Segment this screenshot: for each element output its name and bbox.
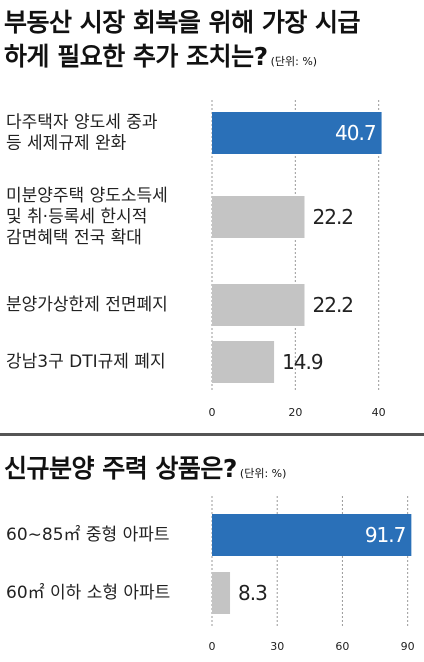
bar-0-3 bbox=[212, 341, 275, 383]
tick-label-1-2: 60 bbox=[335, 640, 349, 653]
chart-panel-1: 부동산 시장 회복을 위해 가장 시급 하게 필요한 추가 조치는? (단위: %… bbox=[4, 6, 386, 419]
chart-title-1-line-1: 부동산 시장 회복을 위해 가장 시급 bbox=[4, 8, 361, 37]
chart-title-1-line-2: 하게 필요한 추가 조치는? (단위: %) bbox=[4, 40, 360, 79]
chart-title-2-text: 신규분양 주력 상품은? bbox=[4, 454, 237, 483]
chart-title-2-line-1: 신규분양 주력 상품은? (단위: %) bbox=[4, 452, 286, 491]
category-label-line: 60㎡ 이하 소형 아파트 bbox=[6, 583, 170, 603]
value-label-1-1: 8.3 bbox=[238, 581, 267, 605]
tick-label-1-0: 0 bbox=[209, 640, 216, 653]
tick-label-0-2: 40 bbox=[372, 406, 386, 419]
chart-title-2: 신규분양 주력 상품은? (단위: %) bbox=[4, 452, 286, 491]
category-label-1-1: 60㎡ 이하 소형 아파트 bbox=[6, 583, 170, 603]
bar-chart-1: 다주택자 양도세 중과 등 세제규제 완화 40.7 미분양주택 양도소득세 및 취·등… bbox=[6, 100, 386, 419]
category-label-1-0: 60∼85㎡ 중형 아파트 bbox=[6, 525, 170, 545]
category-label-line: 다주택자 양도세 중과 bbox=[6, 113, 158, 133]
bar-chart-2: 60∼85㎡ 중형 아파트 91.7 60㎡ 이하 소형 아파트 8.3 0 30 60 90 bbox=[6, 496, 415, 653]
category-label-0-2: 분양가상한제 전면폐지 bbox=[6, 295, 168, 315]
bar-0-1 bbox=[212, 196, 305, 238]
category-label-line: 등 세제규제 완화 bbox=[6, 134, 127, 154]
bar-1-0 bbox=[212, 514, 412, 556]
category-label-line: 감면혜택 전국 확대 bbox=[6, 228, 142, 248]
section-divider bbox=[0, 433, 424, 436]
category-label-0-0: 다주택자 양도세 중과 등 세제규제 완화 bbox=[6, 113, 158, 154]
value-label-0-1: 22.2 bbox=[313, 205, 354, 229]
value-label-1-0: 91.7 bbox=[365, 523, 406, 547]
bar-0-2 bbox=[212, 284, 305, 326]
value-label-0-2: 22.2 bbox=[313, 293, 354, 317]
value-label-0-0: 40.7 bbox=[335, 121, 376, 145]
chart-title-1-line-2-text: 하게 필요한 추가 조치는? bbox=[4, 42, 268, 71]
bar-0-0 bbox=[212, 112, 382, 154]
category-label-0-3: 강남3구 DTI규제 폐지 bbox=[6, 352, 166, 372]
chart-title-1: 부동산 시장 회복을 위해 가장 시급 하게 필요한 추가 조치는? (단위: %… bbox=[4, 6, 361, 79]
tick-label-1-1: 30 bbox=[270, 640, 284, 653]
bar-1-1 bbox=[212, 572, 231, 614]
tick-label-0-1: 20 bbox=[288, 406, 302, 419]
chart-panel-2: 신규분양 주력 상품은? (단위: %) 60∼85㎡ 중형 아파트 91.7 60㎡… bbox=[0, 440, 424, 659]
value-label-0-3: 14.9 bbox=[282, 350, 323, 374]
tick-label-1-3: 90 bbox=[401, 640, 415, 653]
category-label-line: 미분양주택 양도소득세 bbox=[6, 186, 168, 206]
category-label-line: 강남3구 DTI규제 폐지 bbox=[6, 352, 166, 372]
category-label-line: 분양가상한제 전면폐지 bbox=[6, 295, 168, 315]
category-label-line: 및 취·등록세 한시적 bbox=[6, 207, 147, 227]
chart-unit-2: (단위: %) bbox=[239, 467, 287, 480]
category-label-line: 60∼85㎡ 중형 아파트 bbox=[6, 525, 170, 545]
tick-label-0-0: 0 bbox=[209, 406, 216, 419]
chart-unit-1: (단위: %) bbox=[270, 55, 318, 68]
category-label-0-1: 미분양주택 양도소득세 및 취·등록세 한시적 감면혜택 전국 확대 bbox=[6, 186, 168, 248]
